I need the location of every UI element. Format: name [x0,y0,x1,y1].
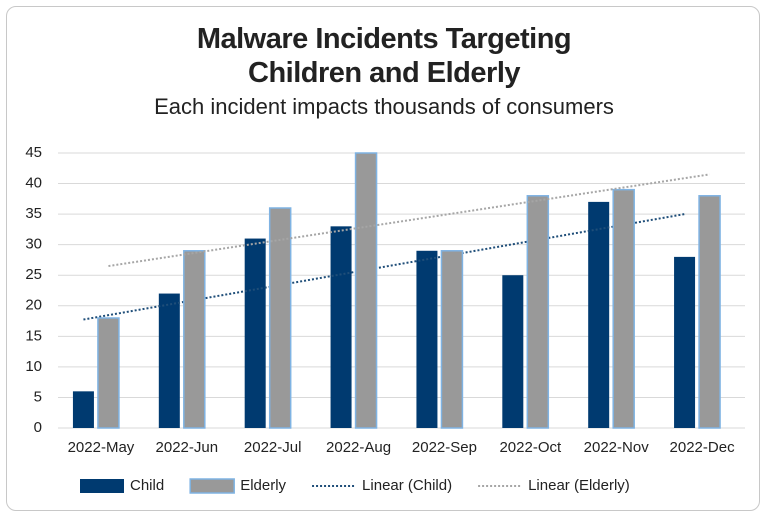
legend-label: Linear (Elderly) [528,477,630,494]
x-tick-label: 2022-Nov [584,439,650,456]
bar [502,275,524,428]
y-tick-label: 30 [25,236,42,253]
legend-label: Linear (Child) [362,477,452,494]
bar [440,250,464,429]
x-tick-label: 2022-Oct [499,439,562,456]
y-tick-label: 45 [25,144,42,161]
x-tick-label: 2022-Aug [326,439,391,456]
bar [612,188,635,429]
legend-swatch [189,478,235,494]
chart-subtitle: Each incident impacts thousands of consu… [154,94,614,119]
chart-frame [6,6,760,511]
header: Malware Incidents Targeting Children and… [0,22,768,120]
bar [183,250,206,429]
y-tick-label: 15 [25,327,42,344]
x-tick-label: 2022-Jun [156,439,219,456]
bar [330,226,352,428]
bar [416,250,438,428]
y-tick-label: 20 [25,297,42,314]
chart-title: Malware Incidents Targeting Children and… [196,23,572,89]
legend-label: Elderly [240,477,286,494]
bar [268,207,292,429]
bar [244,238,266,428]
y-tick-label: 10 [25,358,42,375]
bar [158,293,180,428]
y-tick-label: 25 [25,266,42,283]
y-tick-label: 5 [34,388,42,405]
legend-swatch [80,479,124,493]
bar [72,391,94,428]
y-tick-label: 0 [34,419,42,436]
bar [588,201,610,428]
x-tick-label: 2022-May [68,439,135,456]
y-tick-label: 35 [25,205,42,222]
y-tick-label: 40 [25,175,42,192]
bar [526,195,550,429]
legend-label: Child [130,477,164,494]
bar [97,317,120,429]
trendline [108,173,710,268]
bar [674,256,696,428]
x-tick-label: 2022-Sep [412,439,477,456]
bar [354,152,378,429]
x-tick-label: 2022-Dec [670,439,736,456]
x-tick-label: 2022-Jul [244,439,302,456]
bar [698,195,721,429]
